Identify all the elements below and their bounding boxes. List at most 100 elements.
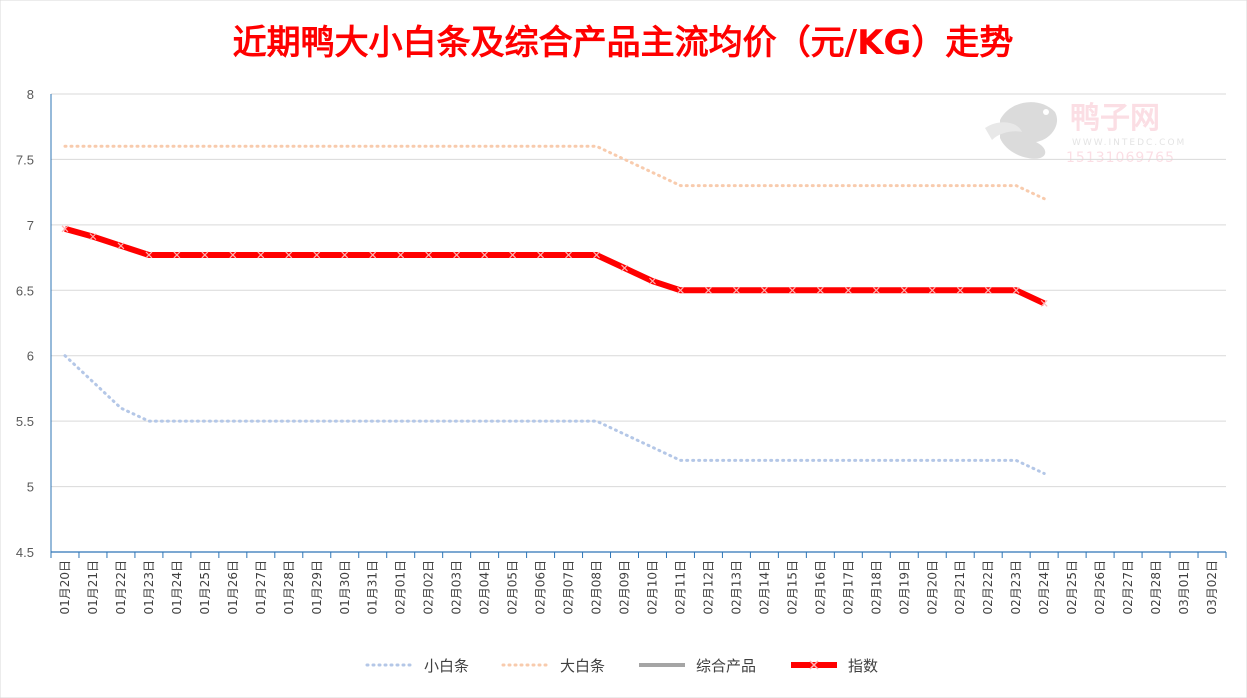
index-point-marker bbox=[956, 286, 964, 294]
x-tick-label: 01月22日 bbox=[114, 560, 128, 615]
series-index-line bbox=[64, 225, 1046, 307]
index-point-marker bbox=[537, 251, 545, 259]
index-point-marker bbox=[341, 251, 349, 259]
x-tick-label: 02月26日 bbox=[1093, 560, 1107, 615]
x-tick-label: 02月03日 bbox=[450, 560, 464, 615]
x-tick-label: 02月18日 bbox=[869, 560, 883, 615]
y-tick-label: 5 bbox=[27, 480, 34, 495]
y-tick-label: 7 bbox=[27, 218, 34, 233]
index-point-marker bbox=[509, 251, 517, 259]
x-tick-label: 02月22日 bbox=[981, 560, 995, 615]
x-tick-label: 02月02日 bbox=[422, 560, 436, 615]
x-tick-label: 01月31日 bbox=[366, 560, 380, 615]
legend-item-index: 指数 bbox=[791, 657, 878, 675]
watermark-brand: 鸭子网 bbox=[1070, 101, 1160, 136]
index-point-marker bbox=[89, 233, 97, 241]
index-point-marker bbox=[397, 251, 405, 259]
series-lines bbox=[61, 144, 1048, 475]
legend-label-composite: 综合产品 bbox=[696, 657, 756, 675]
watermark-site: WWW.INTEDC.COM bbox=[1072, 138, 1186, 148]
x-tick-label: 01月25日 bbox=[198, 560, 212, 615]
x-tick-label: 02月12日 bbox=[701, 560, 715, 615]
x-tick-label: 02月27日 bbox=[1121, 560, 1135, 615]
x-tick-label: 02月19日 bbox=[897, 560, 911, 615]
x-tick-label: 02月21日 bbox=[953, 560, 967, 615]
index-point-marker bbox=[61, 225, 69, 233]
x-tick-label: 02月04日 bbox=[478, 560, 492, 615]
index-point-marker bbox=[984, 286, 992, 294]
index-point-marker bbox=[425, 251, 433, 259]
legend-label-small: 小白条 bbox=[424, 657, 469, 675]
legend-marker-index bbox=[809, 660, 819, 670]
watermark-phone: 15131069765 bbox=[1066, 150, 1175, 166]
x-tick-label: 02月05日 bbox=[506, 560, 520, 615]
x-tick-label: 03月01日 bbox=[1177, 560, 1191, 615]
index-point-marker bbox=[201, 251, 209, 259]
x-tick-label: 02月15日 bbox=[785, 560, 799, 615]
chart-title: 近期鸭大小白条及综合产品主流均价（元/KG）走势 bbox=[233, 23, 1014, 63]
x-tick-label: 02月28日 bbox=[1149, 560, 1163, 615]
index-point-marker bbox=[229, 251, 237, 259]
x-tick-label: 03月02日 bbox=[1205, 560, 1219, 615]
x-tick-label: 02月25日 bbox=[1065, 560, 1079, 615]
x-tick-label: 01月24日 bbox=[170, 560, 184, 615]
index-point-marker bbox=[481, 251, 489, 259]
x-tick-label: 01月29日 bbox=[310, 560, 324, 615]
x-tick-label: 01月21日 bbox=[86, 560, 100, 615]
x-tick-label: 02月06日 bbox=[534, 560, 548, 615]
index-point-marker bbox=[649, 277, 656, 285]
index-point-marker bbox=[928, 286, 936, 294]
legend-label-large: 大白条 bbox=[560, 657, 605, 675]
series-large-line bbox=[63, 144, 1046, 201]
x-tick-label: 02月24日 bbox=[1037, 560, 1051, 615]
y-axis-ticks: 4.5 5 5.5 6 6.5 7 7.5 8 bbox=[16, 87, 34, 560]
index-point-marker bbox=[1012, 286, 1020, 294]
y-tick-label: 4.5 bbox=[16, 545, 34, 560]
index-point-marker bbox=[117, 242, 125, 250]
index-point-marker bbox=[788, 286, 796, 294]
y-tick-label: 6 bbox=[27, 349, 34, 364]
index-point-marker bbox=[313, 251, 321, 259]
legend-item-composite: 综合产品 bbox=[639, 657, 756, 675]
x-tick-label: 02月14日 bbox=[757, 560, 771, 615]
index-point-marker bbox=[593, 251, 600, 259]
x-tick-label: 02月07日 bbox=[562, 560, 576, 615]
x-tick-label: 01月26日 bbox=[226, 560, 240, 615]
index-point-marker bbox=[621, 264, 628, 272]
y-tick-label: 6.5 bbox=[16, 283, 34, 298]
x-tick-label: 02月23日 bbox=[1009, 560, 1023, 615]
x-tick-label: 02月16日 bbox=[813, 560, 827, 615]
index-point-marker bbox=[900, 286, 908, 294]
index-point-marker bbox=[565, 251, 572, 259]
y-tick-label: 5.5 bbox=[16, 414, 34, 429]
x-tick-label: 01月30日 bbox=[338, 560, 352, 615]
x-tick-label: 02月11日 bbox=[673, 560, 687, 615]
index-point-marker bbox=[369, 251, 377, 259]
x-tick-label: 01月27日 bbox=[254, 560, 268, 615]
x-tick-label: 02月17日 bbox=[841, 560, 855, 615]
index-point-marker bbox=[1040, 299, 1048, 307]
x-tick-label: 01月28日 bbox=[282, 560, 296, 615]
legend-label-index: 指数 bbox=[848, 657, 878, 675]
x-axis-ticks: 01月20日 01月21日 01月22日 01月23日 01月24日 01月25日 01月2… bbox=[50, 552, 1227, 615]
index-point-marker bbox=[705, 286, 712, 294]
index-point-marker bbox=[145, 251, 153, 259]
index-point-marker bbox=[285, 251, 293, 259]
index-point-marker bbox=[257, 251, 265, 259]
x-tick-label: 01月23日 bbox=[142, 560, 156, 615]
x-tick-label: 02月01日 bbox=[394, 560, 408, 615]
index-point-marker bbox=[760, 286, 768, 294]
index-point-marker bbox=[844, 286, 852, 294]
legend: 小白条 大白条 综合产品 指数 bbox=[365, 657, 878, 675]
index-point-marker bbox=[677, 286, 684, 294]
x-tick-label: 01月20日 bbox=[58, 560, 72, 615]
x-tick-label: 02月20日 bbox=[925, 560, 939, 615]
index-point-marker bbox=[816, 286, 824, 294]
legend-item-large: 大白条 bbox=[501, 657, 605, 675]
x-tick-label: 02月10日 bbox=[645, 560, 659, 615]
duck-logo-icon bbox=[985, 102, 1058, 159]
index-point-marker bbox=[872, 286, 880, 294]
x-tick-label: 02月08日 bbox=[590, 560, 604, 615]
